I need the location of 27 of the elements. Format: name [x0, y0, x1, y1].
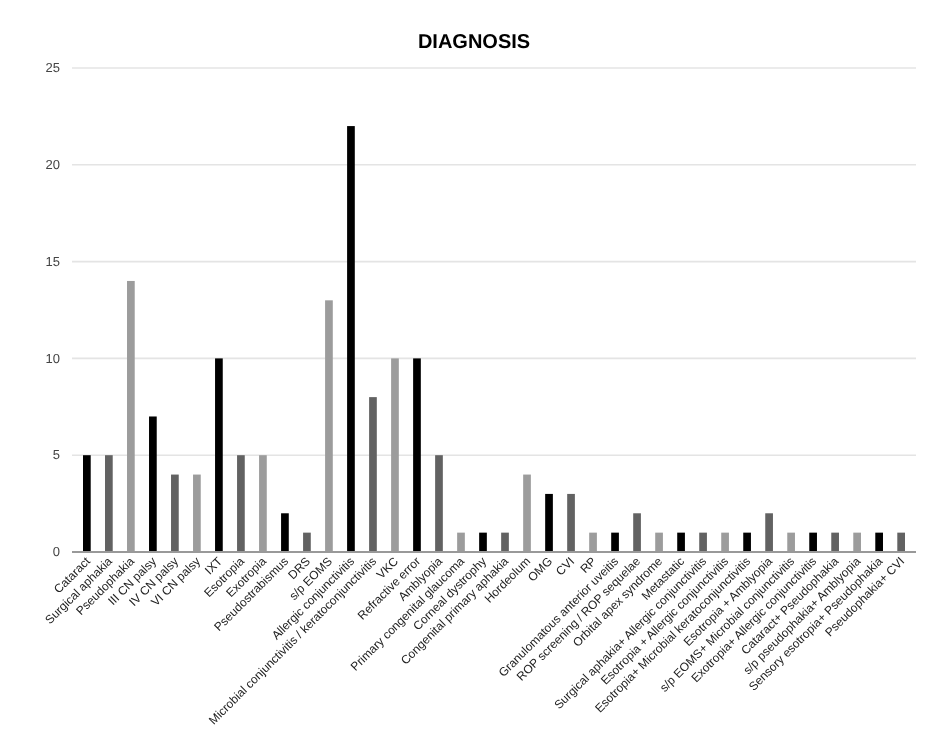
bar [105, 455, 113, 552]
bar [567, 493, 575, 552]
bar [633, 513, 641, 552]
bar [413, 358, 421, 552]
bar [171, 474, 179, 552]
bar [501, 532, 509, 552]
chart-title: DIAGNOSIS [417, 32, 531, 54]
bar [149, 416, 157, 552]
bar [699, 532, 707, 552]
bar [875, 532, 883, 552]
bar [677, 532, 685, 552]
bar [369, 397, 377, 552]
bar [809, 532, 817, 552]
bar [237, 455, 245, 552]
bar [611, 532, 619, 552]
bar [83, 455, 91, 552]
bar [281, 513, 289, 552]
bar [303, 532, 311, 552]
bar [897, 532, 905, 552]
bar [479, 532, 487, 552]
bar [831, 532, 839, 552]
bar [435, 455, 443, 552]
bar [215, 358, 223, 552]
bar [347, 126, 355, 552]
bar [545, 493, 553, 552]
bar [743, 532, 751, 552]
bar [765, 513, 773, 552]
